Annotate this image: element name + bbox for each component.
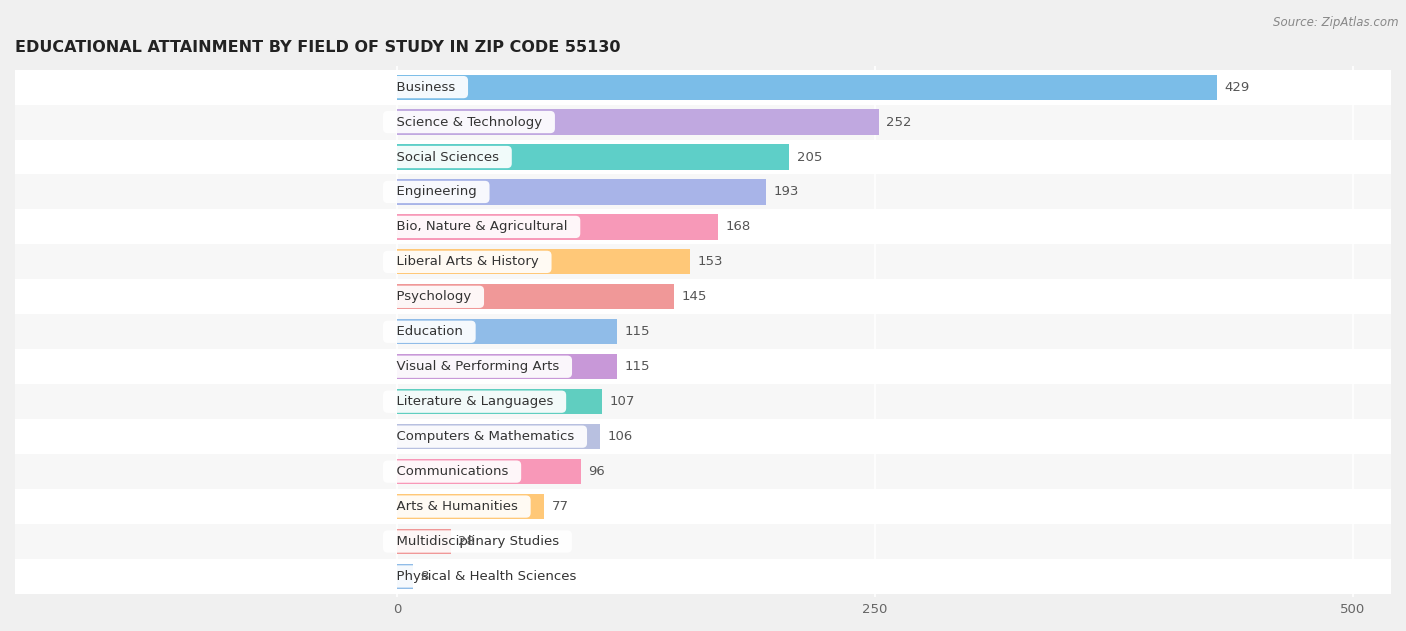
Bar <box>15 105 1391 139</box>
Text: Communications: Communications <box>388 465 516 478</box>
Text: Liberal Arts & History: Liberal Arts & History <box>388 256 547 268</box>
Bar <box>15 139 1391 175</box>
Text: Bio, Nature & Agricultural: Bio, Nature & Agricultural <box>388 220 575 233</box>
Bar <box>398 389 602 415</box>
Text: 153: 153 <box>697 256 723 268</box>
Text: 115: 115 <box>624 326 650 338</box>
Text: 107: 107 <box>609 395 634 408</box>
Text: 193: 193 <box>773 186 799 199</box>
Bar <box>398 564 412 589</box>
Bar <box>15 209 1391 244</box>
Bar <box>15 350 1391 384</box>
Bar <box>15 244 1391 280</box>
Text: Science & Technology: Science & Technology <box>388 115 550 129</box>
Text: 8: 8 <box>420 570 429 583</box>
Bar <box>15 489 1391 524</box>
Bar <box>398 249 689 274</box>
Bar <box>15 280 1391 314</box>
Bar <box>398 424 600 449</box>
Text: 106: 106 <box>607 430 633 443</box>
Text: EDUCATIONAL ATTAINMENT BY FIELD OF STUDY IN ZIP CODE 55130: EDUCATIONAL ATTAINMENT BY FIELD OF STUDY… <box>15 40 620 56</box>
Bar <box>398 459 581 484</box>
Bar <box>398 109 879 134</box>
Bar <box>398 529 451 554</box>
Bar <box>15 524 1391 559</box>
Bar <box>398 144 789 170</box>
Bar <box>398 179 766 204</box>
Text: Source: ZipAtlas.com: Source: ZipAtlas.com <box>1274 16 1399 29</box>
Text: Multidisciplinary Studies: Multidisciplinary Studies <box>388 535 567 548</box>
Bar <box>15 314 1391 350</box>
Text: 205: 205 <box>797 151 823 163</box>
Text: Physical & Health Sciences: Physical & Health Sciences <box>388 570 585 583</box>
Bar <box>398 494 544 519</box>
Text: 96: 96 <box>588 465 605 478</box>
Bar <box>398 284 675 309</box>
Bar <box>398 354 617 379</box>
Bar <box>398 319 617 345</box>
Text: 145: 145 <box>682 290 707 304</box>
Text: Computers & Mathematics: Computers & Mathematics <box>388 430 582 443</box>
Text: Psychology: Psychology <box>388 290 479 304</box>
Bar <box>15 384 1391 419</box>
Text: 168: 168 <box>725 220 751 233</box>
Bar <box>15 419 1391 454</box>
Text: 115: 115 <box>624 360 650 374</box>
Text: Education: Education <box>388 326 471 338</box>
Text: Arts & Humanities: Arts & Humanities <box>388 500 526 513</box>
Text: 429: 429 <box>1225 81 1250 93</box>
Bar <box>398 215 718 240</box>
Bar <box>15 175 1391 209</box>
Bar <box>15 559 1391 594</box>
Text: Literature & Languages: Literature & Languages <box>388 395 561 408</box>
Text: Visual & Performing Arts: Visual & Performing Arts <box>388 360 568 374</box>
Text: 252: 252 <box>886 115 912 129</box>
Text: Business: Business <box>388 81 464 93</box>
Bar <box>15 69 1391 105</box>
Bar <box>15 454 1391 489</box>
Text: Social Sciences: Social Sciences <box>388 151 508 163</box>
Bar <box>398 74 1218 100</box>
Text: 28: 28 <box>458 535 475 548</box>
Text: Engineering: Engineering <box>388 186 485 199</box>
Text: 77: 77 <box>553 500 569 513</box>
